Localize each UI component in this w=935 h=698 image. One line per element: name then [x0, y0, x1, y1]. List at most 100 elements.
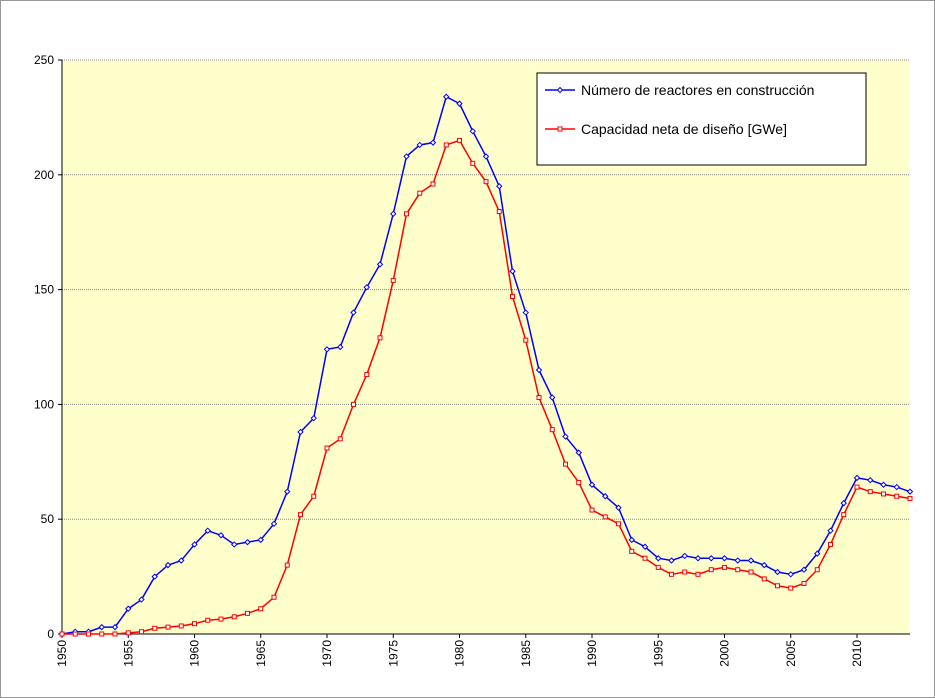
point-marker	[443, 93, 450, 100]
point-marker	[231, 614, 237, 620]
point-marker	[59, 631, 65, 637]
legend-label: Capacidad neta de diseño [GWe]	[581, 121, 787, 137]
point-marker	[694, 555, 702, 562]
point-marker	[245, 610, 250, 616]
point-marker	[748, 569, 754, 575]
x-tick-label: 1985	[519, 640, 533, 667]
x-tick-label: 1970	[320, 640, 334, 667]
point-marker	[350, 309, 357, 316]
point-marker	[787, 571, 794, 578]
point-marker	[655, 564, 661, 570]
point-marker	[178, 557, 185, 564]
point-marker	[523, 337, 529, 343]
point-marker	[708, 567, 714, 573]
point-marker	[576, 479, 582, 485]
x-tick-label: 1980	[453, 640, 467, 667]
point-marker	[801, 580, 807, 586]
point-marker	[191, 541, 198, 548]
point-marker	[907, 496, 913, 502]
point-marker	[867, 489, 873, 495]
point-marker	[323, 346, 331, 353]
point-marker	[682, 569, 688, 575]
point-marker	[482, 153, 490, 160]
point-marker	[363, 284, 370, 291]
point-marker	[629, 548, 635, 554]
point-marker	[258, 606, 264, 612]
point-marker	[575, 449, 582, 456]
point-marker	[853, 474, 861, 482]
point-marker	[669, 571, 674, 577]
point-marker	[205, 617, 211, 623]
point-marker	[112, 631, 118, 637]
point-marker	[840, 499, 847, 507]
point-marker	[775, 583, 780, 589]
point-marker	[125, 605, 132, 612]
point-marker	[602, 514, 608, 520]
point-marker	[721, 555, 728, 562]
y-tick-label: 150	[34, 283, 54, 297]
point-marker	[416, 141, 423, 149]
point-marker	[747, 557, 755, 564]
point-marker	[72, 631, 78, 637]
point-marker	[681, 552, 688, 560]
point-marker	[98, 623, 105, 631]
point-marker	[496, 209, 502, 215]
point-marker	[257, 536, 264, 544]
point-marker	[456, 100, 463, 107]
point-marker	[509, 268, 516, 275]
point-marker	[429, 139, 437, 146]
x-tick-label: 2005	[784, 640, 798, 667]
point-marker	[151, 573, 158, 580]
point-marker	[86, 631, 91, 637]
point-marker	[111, 623, 119, 631]
point-marker	[641, 543, 649, 550]
point-marker	[867, 476, 874, 484]
point-marker	[298, 512, 303, 518]
point-marker	[457, 137, 462, 143]
point-marker	[655, 555, 662, 562]
point-marker	[722, 564, 727, 570]
y-tick-label: 100	[34, 397, 54, 411]
point-marker	[204, 527, 211, 534]
point-marker	[376, 261, 384, 268]
point-marker	[403, 153, 410, 160]
x-tick-label: 1950	[55, 640, 69, 667]
point-marker	[390, 210, 397, 218]
x-tick-label: 2000	[718, 640, 732, 667]
point-marker	[483, 179, 489, 185]
point-marker	[589, 507, 595, 513]
point-marker	[192, 621, 197, 627]
point-marker	[217, 532, 225, 539]
point-marker	[894, 493, 900, 499]
y-tick-label: 0	[47, 627, 54, 641]
point-marker	[708, 555, 715, 562]
point-marker	[828, 541, 833, 547]
point-marker	[602, 493, 609, 500]
point-marker	[496, 183, 503, 190]
legend-marker	[556, 86, 564, 94]
point-marker	[138, 596, 145, 603]
point-marker	[761, 576, 767, 582]
point-marker	[244, 538, 251, 546]
point-marker	[270, 520, 278, 527]
point-marker	[284, 562, 290, 568]
point-marker	[735, 567, 741, 573]
point-marker	[549, 394, 556, 401]
point-marker	[906, 488, 914, 495]
point-marker	[827, 527, 834, 534]
point-marker	[668, 557, 675, 564]
point-marker	[893, 483, 900, 491]
point-marker	[814, 567, 820, 573]
point-marker	[218, 616, 224, 622]
point-marker	[814, 550, 821, 557]
point-marker	[152, 625, 158, 631]
point-marker	[404, 211, 409, 217]
legend-box	[536, 72, 867, 166]
x-tick-label: 1995	[651, 640, 665, 667]
point-marker	[125, 630, 131, 636]
point-marker	[469, 127, 476, 135]
point-marker	[139, 629, 144, 635]
x-tick-label: 2010	[850, 640, 864, 667]
point-marker	[310, 414, 317, 422]
point-marker	[628, 536, 635, 544]
